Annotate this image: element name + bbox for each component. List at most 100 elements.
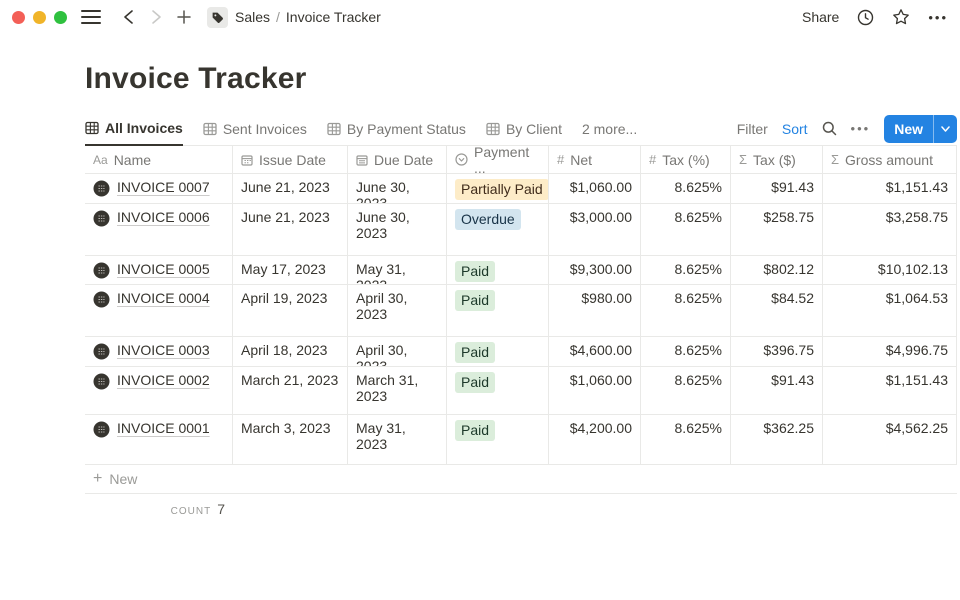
net-cell[interactable]: $4,200.00	[549, 415, 641, 464]
table-row: INVOICE 0004 April 19, 2023 April 30, 20…	[85, 285, 957, 337]
tax-usd-cell[interactable]: $91.43	[731, 174, 823, 203]
net-cell[interactable]: $4,600.00	[549, 337, 641, 366]
breadcrumb-invoice-tracker[interactable]: Invoice Tracker	[285, 9, 381, 25]
sidebar-toggle-icon[interactable]	[81, 10, 101, 24]
net-cell[interactable]: $1,060.00	[549, 367, 641, 414]
sort-button[interactable]: Sort	[781, 120, 808, 137]
column-header-gross-amount[interactable]: Σ Gross amount	[823, 146, 957, 173]
issue-date-cell[interactable]: June 21, 2023	[233, 174, 348, 203]
tax-pct-cell[interactable]: 8.625%	[641, 174, 731, 203]
payment-status-badge: Paid	[455, 290, 496, 311]
tax-pct-cell[interactable]: 8.625%	[641, 204, 731, 255]
window-controls	[12, 10, 67, 24]
tax-pct-cell[interactable]: 8.625%	[641, 367, 731, 414]
column-header-payment-status[interactable]: Payment ...	[447, 146, 549, 173]
gross-amount-cell[interactable]: $10,102.13	[823, 256, 957, 284]
net-cell[interactable]: $3,000.00	[549, 204, 641, 255]
tax-usd-cell[interactable]: $802.12	[731, 256, 823, 284]
tab-by-client[interactable]: By Client	[486, 112, 562, 146]
payment-status-cell[interactable]: Overdue	[447, 204, 549, 255]
count-calculation[interactable]: count 7	[85, 494, 233, 517]
receipt-page-icon	[93, 343, 110, 360]
payment-status-cell[interactable]: Paid	[447, 415, 549, 464]
favorite-star-icon[interactable]	[892, 8, 910, 26]
due-date-cell[interactable]: March 31, 2023	[348, 367, 447, 414]
new-page-icon[interactable]	[173, 6, 195, 28]
due-date-cell[interactable]: May 31, 2023	[348, 256, 447, 284]
more-views-link[interactable]: 2 more...	[581, 120, 638, 137]
invoice-page-link[interactable]: INVOICE 0004	[85, 285, 233, 336]
gross-amount-cell[interactable]: $4,996.75	[823, 337, 957, 366]
table-view-icon	[486, 122, 500, 135]
tax-usd-cell[interactable]: $84.52	[731, 285, 823, 336]
payment-status-cell[interactable]: Paid	[447, 367, 549, 414]
gross-amount-cell[interactable]: $1,151.43	[823, 174, 957, 203]
net-cell[interactable]: $1,060.00	[549, 174, 641, 203]
payment-status-cell[interactable]: Paid	[447, 337, 549, 366]
minimize-window-button[interactable]	[33, 10, 46, 24]
net-cell[interactable]: $9,300.00	[549, 256, 641, 284]
column-header-tax-usd[interactable]: Σ Tax ($)	[731, 146, 823, 173]
issue-date-cell[interactable]: April 18, 2023	[233, 337, 348, 366]
gross-amount-cell[interactable]: $1,151.43	[823, 367, 957, 414]
invoice-table: Aa Name Issue Date Due Date Payment ... #…	[85, 146, 957, 465]
updates-clock-icon[interactable]	[857, 9, 874, 26]
invoice-page-link[interactable]: INVOICE 0007	[85, 174, 233, 203]
tax-pct-cell[interactable]: 8.625%	[641, 285, 731, 336]
due-date-cell[interactable]: April 30, 2023	[348, 285, 447, 336]
payment-status-badge: Overdue	[455, 209, 521, 230]
tax-usd-cell[interactable]: $91.43	[731, 367, 823, 414]
column-header-due-date[interactable]: Due Date	[348, 146, 447, 173]
column-header-net[interactable]: # Net	[549, 146, 641, 173]
due-date-cell[interactable]: May 31, 2023	[348, 415, 447, 464]
select-property-icon	[455, 153, 468, 166]
tax-pct-cell[interactable]: 8.625%	[641, 415, 731, 464]
forward-icon[interactable]	[145, 6, 167, 28]
column-header-name[interactable]: Aa Name	[85, 146, 233, 173]
tab-by-payment-status[interactable]: By Payment Status	[327, 112, 466, 146]
gross-amount-cell[interactable]: $4,562.25	[823, 415, 957, 464]
tab-sent-invoices[interactable]: Sent Invoices	[203, 112, 307, 146]
more-options-icon[interactable]: •••	[928, 9, 948, 25]
add-row-button[interactable]: + New	[85, 465, 957, 494]
close-window-button[interactable]	[12, 10, 25, 24]
filter-button[interactable]: Filter	[736, 120, 768, 137]
payment-status-cell[interactable]: Paid	[447, 285, 549, 336]
issue-date-cell[interactable]: May 17, 2023	[233, 256, 348, 284]
due-date-cell[interactable]: April 30, 2023	[348, 337, 447, 366]
view-options-icon[interactable]: •••	[850, 121, 871, 136]
receipt-page-icon	[93, 421, 110, 438]
net-cell[interactable]: $980.00	[549, 285, 641, 336]
invoice-page-link[interactable]: INVOICE 0001	[85, 415, 233, 464]
invoice-page-link[interactable]: INVOICE 0003	[85, 337, 233, 366]
tax-pct-cell[interactable]: 8.625%	[641, 256, 731, 284]
back-icon[interactable]	[117, 6, 139, 28]
payment-status-cell[interactable]: Paid	[447, 256, 549, 284]
new-dropdown-chevron-icon[interactable]	[934, 115, 957, 143]
search-icon[interactable]	[822, 121, 837, 136]
issue-date-cell[interactable]: June 21, 2023	[233, 204, 348, 255]
invoice-page-link[interactable]: INVOICE 0006	[85, 204, 233, 255]
due-date-cell[interactable]: June 30, 2023	[348, 174, 447, 203]
tax-usd-cell[interactable]: $396.75	[731, 337, 823, 366]
issue-date-cell[interactable]: March 3, 2023	[233, 415, 348, 464]
issue-date-cell[interactable]: April 19, 2023	[233, 285, 348, 336]
tax-usd-cell[interactable]: $362.25	[731, 415, 823, 464]
payment-status-cell[interactable]: Partially Paid	[447, 174, 549, 203]
gross-amount-cell[interactable]: $3,258.75	[823, 204, 957, 255]
issue-date-cell[interactable]: March 21, 2023	[233, 367, 348, 414]
due-date-cell[interactable]: June 30, 2023	[348, 204, 447, 255]
share-button[interactable]: Share	[801, 9, 840, 25]
tax-pct-cell[interactable]: 8.625%	[641, 337, 731, 366]
tax-usd-cell[interactable]: $258.75	[731, 204, 823, 255]
invoice-page-link[interactable]: INVOICE 0002	[85, 367, 233, 414]
table-row: INVOICE 0007 June 21, 2023 June 30, 2023…	[85, 174, 957, 204]
zoom-window-button[interactable]	[54, 10, 67, 24]
column-header-tax-pct[interactable]: # Tax (%)	[641, 146, 731, 173]
tab-all-invoices[interactable]: All Invoices	[85, 112, 183, 146]
breadcrumb-sales[interactable]: Sales	[235, 9, 271, 25]
column-header-issue-date[interactable]: Issue Date	[233, 146, 348, 173]
new-button[interactable]: New	[884, 114, 957, 143]
invoice-page-link[interactable]: INVOICE 0005	[85, 256, 233, 284]
gross-amount-cell[interactable]: $1,064.53	[823, 285, 957, 336]
